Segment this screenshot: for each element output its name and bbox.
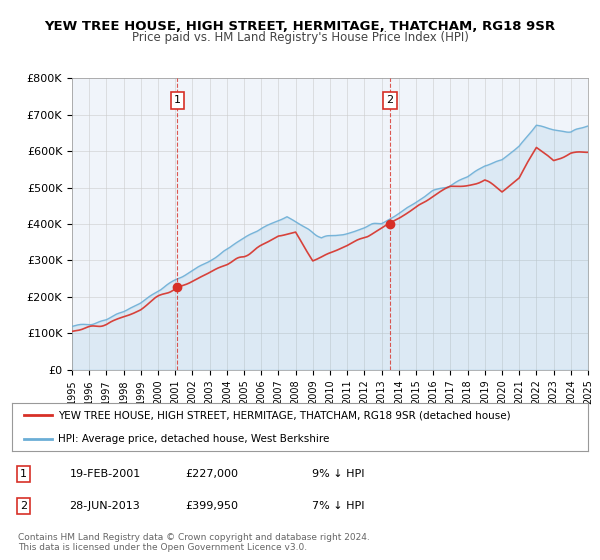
Text: 1: 1 (174, 95, 181, 105)
Text: £227,000: £227,000 (185, 469, 238, 479)
Text: 19-FEB-2001: 19-FEB-2001 (70, 469, 141, 479)
Text: 1: 1 (20, 469, 27, 479)
Text: YEW TREE HOUSE, HIGH STREET, HERMITAGE, THATCHAM, RG18 9SR (detached house): YEW TREE HOUSE, HIGH STREET, HERMITAGE, … (58, 410, 511, 420)
Text: Price paid vs. HM Land Registry's House Price Index (HPI): Price paid vs. HM Land Registry's House … (131, 31, 469, 44)
Text: £399,950: £399,950 (185, 501, 238, 511)
Text: 2: 2 (386, 95, 394, 105)
Text: HPI: Average price, detached house, West Berkshire: HPI: Average price, detached house, West… (58, 434, 329, 444)
Text: YEW TREE HOUSE, HIGH STREET, HERMITAGE, THATCHAM, RG18 9SR: YEW TREE HOUSE, HIGH STREET, HERMITAGE, … (44, 20, 556, 32)
Text: Contains HM Land Registry data © Crown copyright and database right 2024.: Contains HM Land Registry data © Crown c… (18, 533, 370, 542)
Text: This data is licensed under the Open Government Licence v3.0.: This data is licensed under the Open Gov… (18, 543, 307, 552)
Text: 28-JUN-2013: 28-JUN-2013 (70, 501, 140, 511)
Text: 7% ↓ HPI: 7% ↓ HPI (311, 501, 364, 511)
Text: 2: 2 (20, 501, 27, 511)
Text: 9% ↓ HPI: 9% ↓ HPI (311, 469, 364, 479)
